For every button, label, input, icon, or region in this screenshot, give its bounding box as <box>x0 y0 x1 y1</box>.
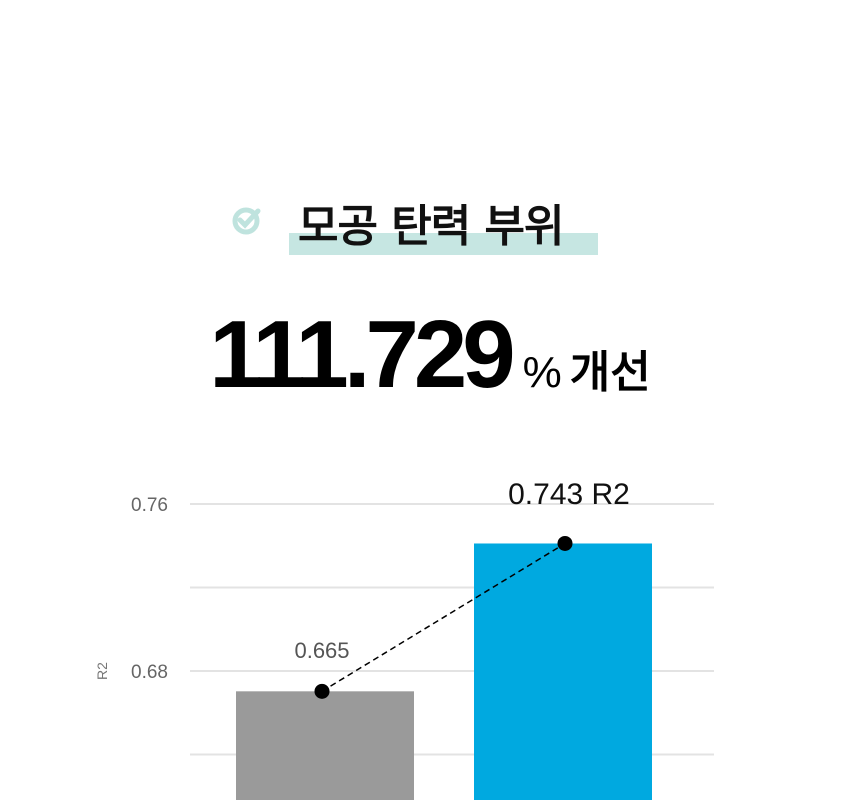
y-axis-label: R2 <box>94 662 110 680</box>
title-highlight <box>289 233 598 255</box>
y-tick-label: 0.68 <box>131 662 168 683</box>
bar <box>236 691 414 800</box>
headline-value: 111.729 <box>209 301 515 408</box>
data-label: 0.665 <box>294 638 349 663</box>
y-tick-label: 0.76 <box>131 495 168 516</box>
data-point <box>557 535 573 551</box>
data-label: 0.743 R2 <box>508 478 630 511</box>
check-circle-icon <box>232 207 261 235</box>
trend-line <box>321 542 566 692</box>
headline-unit: % <box>522 348 562 397</box>
page-title: 모공 탄력 부위 <box>298 201 565 252</box>
headline-text: 개선 <box>569 347 651 398</box>
bar <box>474 543 652 800</box>
headline: 111.729% 개선 <box>0 300 860 410</box>
data-point <box>314 683 330 699</box>
